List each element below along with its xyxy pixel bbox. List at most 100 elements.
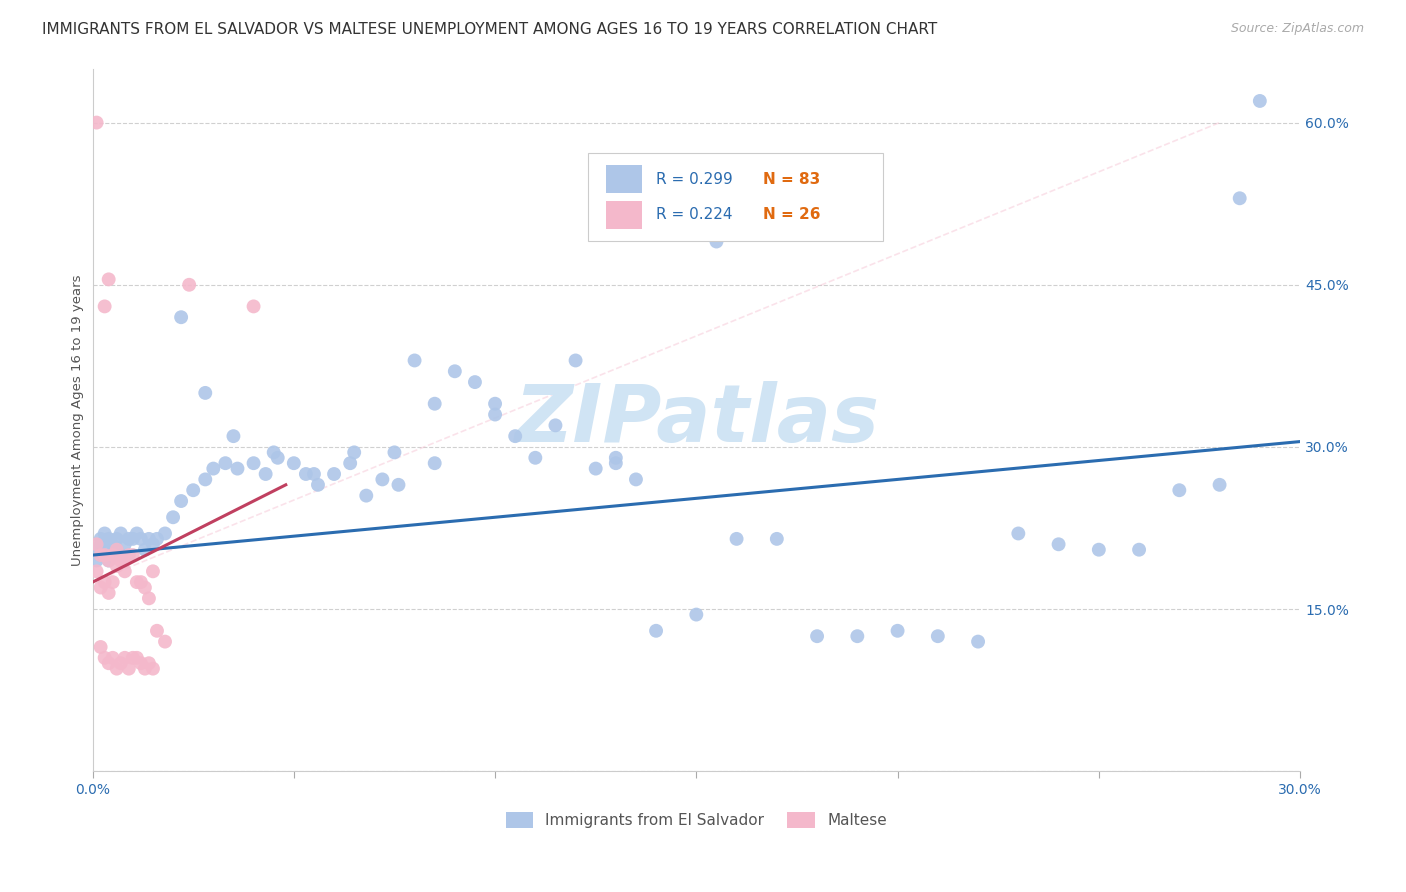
Point <box>967 634 990 648</box>
Text: IMMIGRANTS FROM EL SALVADOR VS MALTESE UNEMPLOYMENT AMONG AGES 16 TO 19 YEARS CO: IMMIGRANTS FROM EL SALVADOR VS MALTESE U… <box>42 22 938 37</box>
Point <box>90 532 112 546</box>
Text: ZIPatlas: ZIPatlas <box>513 381 879 459</box>
Point <box>125 650 148 665</box>
Point <box>323 467 346 481</box>
Point <box>93 542 115 557</box>
Y-axis label: Unemployment Among Ages 16 to 19 years: Unemployment Among Ages 16 to 19 years <box>72 274 84 566</box>
Point <box>105 662 128 676</box>
Point <box>371 472 394 486</box>
Point <box>93 575 115 590</box>
Point <box>134 581 156 595</box>
Point <box>544 418 567 433</box>
Point <box>134 542 156 557</box>
Point <box>484 397 506 411</box>
Point <box>142 564 165 578</box>
Point <box>90 548 112 562</box>
Point <box>170 494 193 508</box>
Point <box>86 542 108 557</box>
Point <box>86 553 108 567</box>
Text: R = 0.299: R = 0.299 <box>657 171 734 186</box>
Point <box>97 553 120 567</box>
Point <box>267 450 290 465</box>
Point <box>356 489 378 503</box>
FancyBboxPatch shape <box>588 153 883 241</box>
Point <box>110 657 132 671</box>
Point <box>295 467 318 481</box>
Point <box>114 650 136 665</box>
Point <box>214 456 236 470</box>
Point <box>242 300 264 314</box>
Point <box>114 537 136 551</box>
Point <box>484 408 506 422</box>
Point <box>90 537 112 551</box>
Point <box>101 537 124 551</box>
Point <box>93 300 115 314</box>
Point <box>97 532 120 546</box>
Point <box>142 537 165 551</box>
Point <box>846 629 869 643</box>
Point <box>645 624 668 638</box>
Point <box>263 445 285 459</box>
Point <box>110 526 132 541</box>
Point <box>153 526 176 541</box>
Text: Source: ZipAtlas.com: Source: ZipAtlas.com <box>1230 22 1364 36</box>
Point <box>118 662 141 676</box>
Point <box>585 461 607 475</box>
Point <box>101 650 124 665</box>
Point <box>93 548 115 562</box>
Point <box>725 532 748 546</box>
Point <box>503 429 526 443</box>
Point <box>170 310 193 325</box>
Point <box>222 429 245 443</box>
Point <box>114 553 136 567</box>
Point <box>118 532 141 546</box>
Point <box>110 548 132 562</box>
Point <box>1047 537 1070 551</box>
Point <box>1168 483 1191 498</box>
Point <box>685 607 707 622</box>
Text: N = 26: N = 26 <box>762 207 820 222</box>
Point <box>142 662 165 676</box>
Point <box>129 657 152 671</box>
Point <box>146 532 169 546</box>
Point <box>302 467 325 481</box>
Point <box>179 277 201 292</box>
Point <box>110 553 132 567</box>
Point <box>927 629 949 643</box>
Point <box>105 558 128 573</box>
Point <box>283 456 305 470</box>
Point <box>423 397 446 411</box>
Point <box>1128 542 1150 557</box>
Point <box>86 564 108 578</box>
Point <box>404 353 426 368</box>
Point <box>114 564 136 578</box>
Point <box>90 581 112 595</box>
Point <box>194 385 217 400</box>
Point <box>423 456 446 470</box>
Point <box>339 456 361 470</box>
Point <box>93 526 115 541</box>
Point <box>86 115 108 129</box>
Point <box>564 353 586 368</box>
Point <box>1249 94 1271 108</box>
Point <box>86 537 108 551</box>
Point <box>162 510 184 524</box>
Point <box>242 456 264 470</box>
Point <box>605 450 627 465</box>
Point <box>121 532 143 546</box>
Point <box>1088 542 1111 557</box>
Point <box>1208 478 1230 492</box>
Point <box>194 472 217 486</box>
Point <box>181 483 204 498</box>
Legend: Immigrants from El Salvador, Maltese: Immigrants from El Salvador, Maltese <box>499 805 893 834</box>
Point <box>806 629 828 643</box>
Point <box>97 586 120 600</box>
Text: N = 83: N = 83 <box>762 171 820 186</box>
Point <box>706 235 728 249</box>
Point <box>624 472 647 486</box>
Point <box>524 450 547 465</box>
Point <box>134 662 156 676</box>
Point <box>93 650 115 665</box>
Point <box>129 532 152 546</box>
Point <box>97 272 120 286</box>
